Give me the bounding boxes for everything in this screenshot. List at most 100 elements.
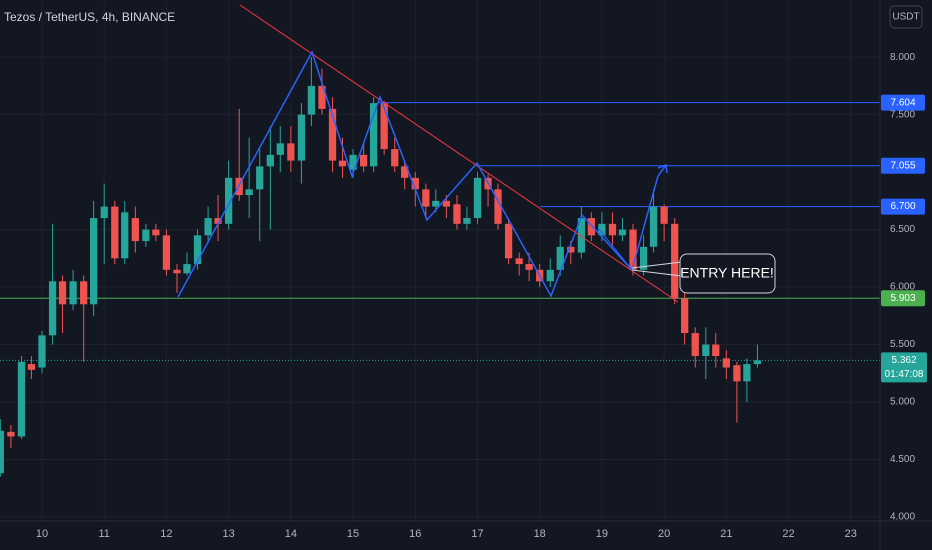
candle-body — [69, 281, 77, 305]
channel-line — [597, 227, 633, 271]
level-label-box — [881, 198, 925, 215]
y-tick-label: 5.000 — [890, 397, 915, 408]
candle-body — [111, 206, 119, 259]
candle-body — [297, 114, 306, 161]
last-price-box — [881, 352, 927, 383]
callout-box — [679, 253, 776, 294]
level-label: 7.055 — [890, 160, 915, 171]
candle-body — [266, 154, 274, 167]
chart-title: Tezos / TetherUS, 4h, BINANCE — [4, 10, 175, 24]
x-tick-label: 17 — [471, 528, 483, 540]
candle-body — [7, 431, 15, 437]
candle-body — [38, 335, 46, 368]
currency[interactable]: USDT — [892, 12, 919, 23]
candle-body — [608, 223, 617, 236]
candle-body — [0, 430, 4, 474]
level-label: 5.903 — [890, 293, 915, 304]
candle-body — [193, 235, 202, 265]
candle-body — [256, 166, 264, 190]
countdown-label: 01:47:08 — [885, 369, 924, 380]
drawings — [177, 4, 776, 303]
candle-body — [722, 358, 730, 368]
x-tick-label: 22 — [782, 528, 794, 540]
axes: 10 11 12 13 14 15 16 17 18 19 20 21 22 23 4.000 4.500 5.… — [36, 52, 927, 540]
candle-body — [629, 229, 637, 270]
x-tick-label: 11 — [98, 528, 109, 540]
candle-body — [546, 269, 554, 282]
candle-body — [671, 223, 679, 299]
level-label-box — [881, 290, 925, 307]
candle-body — [567, 246, 575, 253]
y-tick-label: 6.000 — [890, 282, 915, 293]
grid — [0, 0, 880, 521]
candle-body — [349, 154, 357, 170]
x-tick-label: 19 — [596, 528, 608, 540]
candle-body — [391, 149, 399, 167]
candle-body — [494, 189, 502, 224]
x-tick-label: 23 — [845, 528, 857, 540]
candle-body — [58, 281, 67, 305]
candle-body — [287, 143, 295, 161]
candle-body — [504, 223, 513, 259]
candle-body — [100, 206, 108, 219]
candle-body — [743, 364, 751, 382]
candle-body — [691, 333, 699, 357]
y-tick-label: 7.500 — [890, 109, 915, 120]
candle-body — [80, 281, 88, 305]
candle-body — [473, 177, 482, 219]
candle-body — [639, 246, 648, 270]
candle-body — [276, 143, 284, 155]
candle-body — [142, 229, 150, 242]
candle-body — [463, 218, 471, 224]
candle-body — [681, 298, 689, 334]
candle-body — [702, 344, 710, 357]
candle-body — [307, 85, 316, 115]
level-label: 7.604 — [890, 97, 915, 108]
candle-body — [660, 206, 668, 224]
candle-body — [360, 154, 368, 167]
candle-body — [173, 269, 181, 274]
candle-body — [453, 204, 461, 224]
y-tick-label: 5.500 — [890, 339, 915, 350]
last-price-label: 5.362 — [891, 355, 916, 366]
candle-body — [27, 364, 36, 370]
candle-body — [48, 281, 57, 336]
candle-body — [121, 212, 129, 259]
candle-body — [225, 177, 233, 224]
x-tick-label: 10 — [36, 528, 48, 540]
candle-body — [245, 189, 253, 196]
candle-body — [17, 361, 26, 437]
y-tick-label: 6.500 — [890, 224, 915, 235]
candle-body — [649, 206, 658, 247]
level-label: 6.700 — [890, 201, 915, 212]
candle-body — [131, 218, 139, 242]
x-tick-label: 12 — [160, 528, 172, 540]
arrow-head — [657, 163, 668, 174]
candle-body — [618, 229, 627, 236]
candle-body — [753, 360, 762, 365]
candle-body — [587, 218, 595, 236]
x-tick-label: 20 — [658, 528, 670, 540]
candle-body — [712, 344, 720, 357]
candle-body — [525, 264, 533, 270]
candle-body — [369, 103, 378, 167]
candle-body — [401, 166, 409, 178]
y-tick-label: 4.000 — [890, 512, 915, 523]
candle-body — [556, 246, 564, 270]
y-tick-label: 8.000 — [890, 52, 915, 63]
candle-body — [90, 218, 98, 305]
candles — [0, 57, 762, 477]
candle-body — [204, 218, 212, 236]
candle-body — [162, 235, 171, 270]
candle-body — [152, 229, 160, 236]
candle-body — [380, 103, 388, 150]
zigzag-pattern — [177, 50, 659, 298]
currency-box[interactable] — [889, 5, 923, 29]
candle-body — [338, 160, 347, 167]
candle-body — [577, 218, 586, 253]
candle-body — [442, 200, 451, 207]
x-tick-label: 18 — [534, 528, 546, 540]
level-label-box — [881, 157, 925, 174]
